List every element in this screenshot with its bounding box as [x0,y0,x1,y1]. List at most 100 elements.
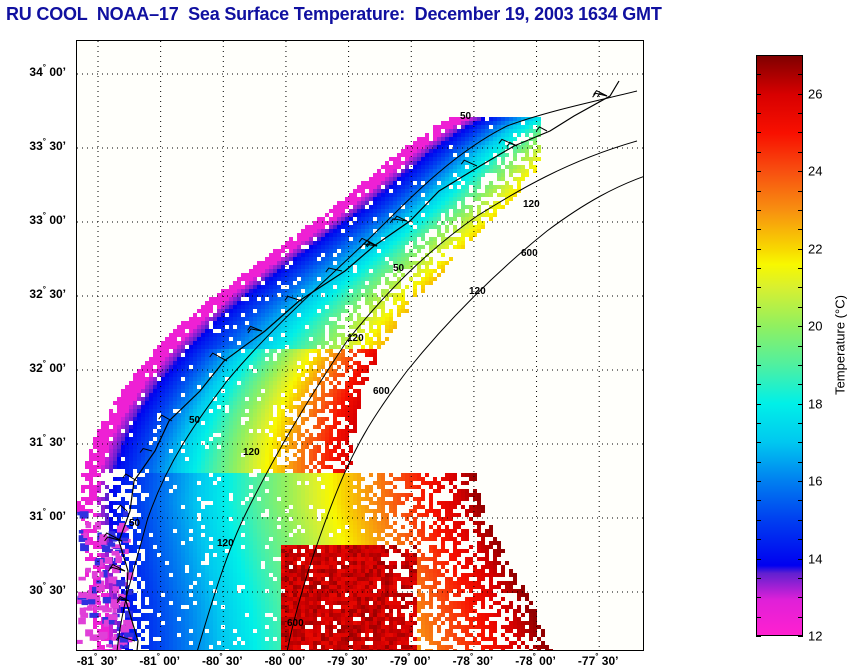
sst-pixel [293,465,297,469]
sst-pixel [181,361,185,365]
sst-pixel [369,309,373,313]
sst-pixel [121,481,125,485]
sst-pixel [389,269,393,273]
sst-pixel [229,465,233,469]
sst-pixel [193,393,197,397]
sst-pixel [205,409,209,413]
sst-pixel [341,333,345,337]
sst-pixel [357,305,361,309]
sst-pixel [149,377,153,381]
sst-pixel [461,529,465,533]
sst-pixel [301,365,305,369]
sst-pixel [461,129,465,133]
sst-pixel [97,485,101,489]
sst-pixel [413,293,417,297]
sst-pixel [161,457,165,461]
sst-pixel [225,345,229,349]
sst-pixel [101,461,105,465]
sst-pixel [117,501,121,505]
sst-pixel [205,349,209,353]
sst-pixel [237,533,241,537]
sst-pixel [281,369,285,373]
sst-pixel [257,369,261,373]
sst-pixel [221,437,225,441]
sst-pixel [349,489,353,493]
sst-pixel [117,457,121,461]
sst-pixel [457,525,461,529]
sst-pixel [341,225,345,229]
sst-pixel [465,473,469,477]
sst-pixel [177,401,181,405]
sst-pixel [369,209,373,213]
sst-pixel [345,345,349,349]
sst-pixel [193,493,197,497]
sst-pixel [205,453,209,457]
sst-pixel [257,477,261,481]
sst-pixel [225,501,229,505]
sst-pixel [333,321,337,325]
sst-pixel [381,517,385,521]
sst-pixel [525,149,529,153]
sst-pixel [433,277,437,281]
sst-pixel [229,425,233,429]
sst-pixel [353,277,357,281]
sst-pixel [237,369,241,373]
sst-pixel [337,401,341,405]
sst-pixel [245,301,249,305]
sst-pixel [313,517,317,521]
sst-pixel [425,189,429,193]
sst-pixel [357,497,361,501]
sst-pixel [289,497,293,501]
sst-pixel [225,361,229,365]
sst-pixel [165,381,169,385]
sst-pixel [113,453,117,457]
sst-pixel [177,433,181,437]
sst-pixel [373,241,377,245]
sst-pixel [329,389,333,393]
sst-pixel [337,445,341,449]
sst-pixel [301,525,305,529]
sst-pixel [157,373,161,377]
sst-pixel [209,441,213,445]
sst-pixel [309,477,313,481]
sst-pixel [165,493,169,497]
sst-pixel [193,437,197,441]
sst-pixel [321,321,325,325]
sst-pixel [189,453,193,457]
sst-pixel [473,173,477,177]
sst-pixel [145,377,149,381]
sst-pixel [297,233,301,237]
sst-pixel [269,481,273,485]
sst-pixel [365,349,369,353]
sst-pixel [453,125,457,129]
sst-pixel [141,525,145,529]
sst-pixel [441,477,445,481]
sst-pixel [161,437,165,441]
sst-pixel [293,325,297,329]
sst-pixel [205,465,209,469]
sst-pixel [237,473,241,477]
sst-pixel [329,525,333,529]
sst-pixel [457,149,461,153]
sst-pixel [257,345,261,349]
sst-pixel [189,433,193,437]
sst-pixel [261,401,265,405]
sst-pixel [353,485,357,489]
sst-pixel [217,361,221,365]
sst-pixel [189,489,193,493]
sst-pixel [445,137,449,141]
sst-pixel [121,465,125,469]
sst-pixel [273,469,277,473]
sst-pixel [177,361,181,365]
sst-pixel [341,361,345,365]
sst-pixel [413,141,417,145]
sst-pixel [473,169,477,173]
sst-pixel [477,221,481,225]
sst-pixel [433,137,437,141]
sst-pixel [481,509,485,513]
sst-pixel [273,337,277,341]
sst-pixel [205,353,209,357]
sst-pixel [333,389,337,393]
sst-pixel [273,485,277,489]
sst-pixel [469,493,473,497]
